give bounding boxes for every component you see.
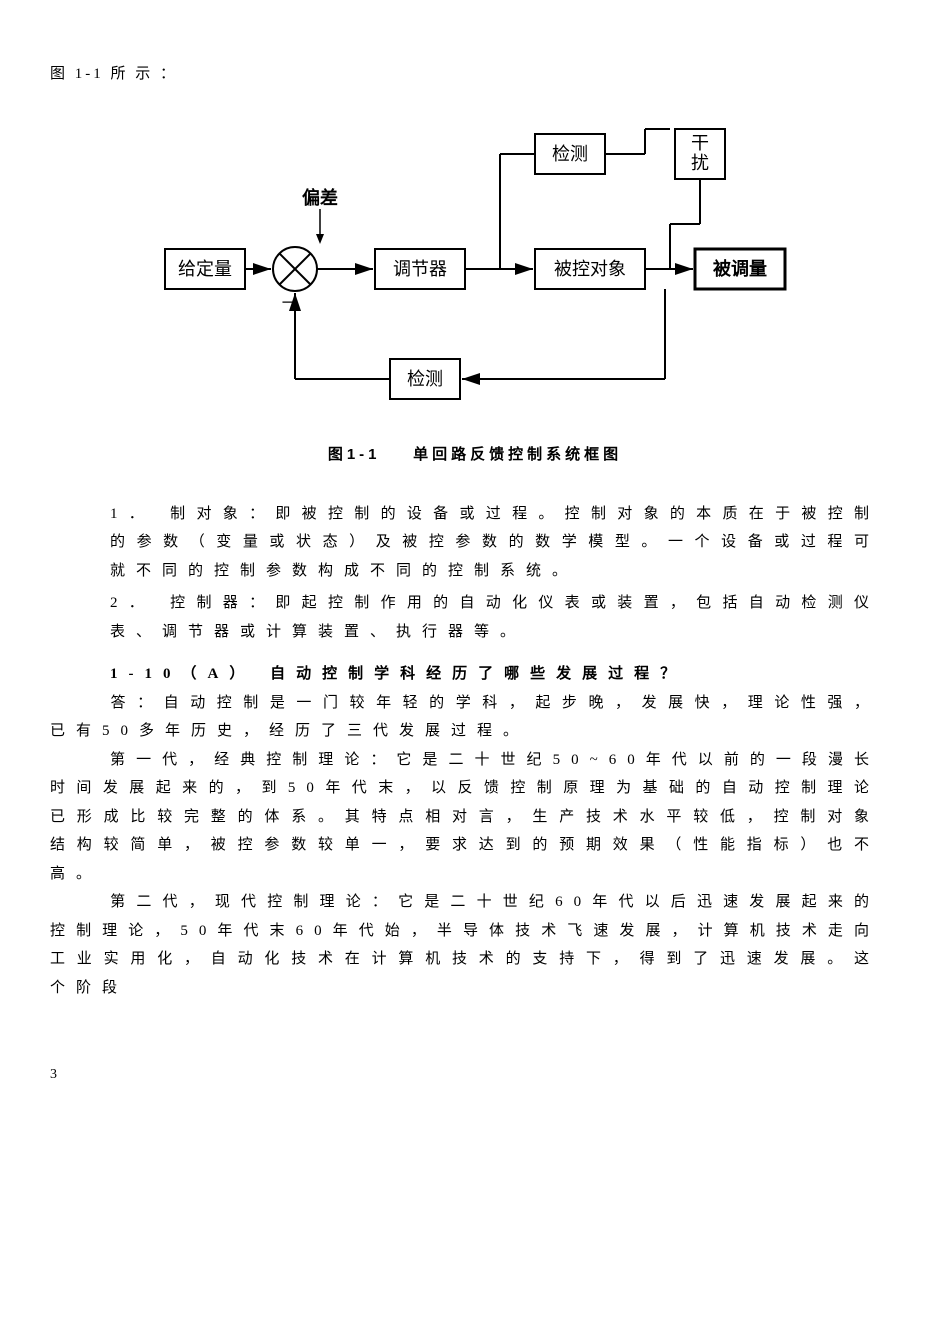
generation-1-paragraph: 第一代，经典控制理论：它是二十世纪50~60年代以前的一段漫长时间发展起来的，到… bbox=[50, 746, 900, 889]
list-text: 制对象：即被控制的设备或过程。控制对象的本质在于被控制的参数（变量或状态）及被控… bbox=[110, 506, 880, 579]
figure-ref-line: 图 1-1 所 示 ： bbox=[50, 60, 900, 89]
answer-paragraph: 答：自动控制是一门较年轻的学科，起步晚，发展快，理论性强，已有50多年历史，经历… bbox=[50, 689, 900, 746]
caption-prefix: 图1-1 bbox=[328, 446, 381, 463]
list-item: 2． 控制器：即起控制作用的自动化仪表或装置，包括自动检测仪表、调节器或计算装置… bbox=[110, 589, 880, 646]
enumerated-list: 1． 制对象：即被控制的设备或过程。控制对象的本质在于被控制的参数（变量或状态）… bbox=[50, 500, 900, 647]
page-number: 3 bbox=[50, 1062, 900, 1089]
list-num: 2． bbox=[110, 595, 155, 611]
list-text: 控制器：即起控制作用的自动化仪表或装置，包括自动检测仪表、调节器或计算装置、执行… bbox=[110, 595, 880, 640]
node-detect-bottom-label: 检测 bbox=[407, 369, 443, 389]
node-regulator-label: 调节器 bbox=[393, 259, 447, 279]
node-disturb-label1: 干 bbox=[691, 133, 709, 153]
diagram-caption: 图1-1 单回路反馈控制系统框图 bbox=[50, 441, 900, 470]
question-line: 1-10（A） 自动控制学科经历了哪些发展过程？ bbox=[50, 660, 900, 689]
caption-text: 单回路反馈控制系统框图 bbox=[413, 446, 622, 463]
gen1-text: 第一代，经典控制理论：它是二十世纪50~60年代以前的一段漫长时间发展起来的，到… bbox=[50, 752, 880, 882]
diagram-container: 给定量 偏差 － 调节器 被控对象 被调量 检测 干 扰 bbox=[50, 109, 900, 470]
list-item: 1． 制对象：即被控制的设备或过程。控制对象的本质在于被控制的参数（变量或状态）… bbox=[110, 500, 880, 586]
list-num: 1． bbox=[110, 506, 155, 522]
node-output-label: 被调量 bbox=[713, 258, 767, 279]
answer-text: 答：自动控制是一门较年轻的学科，起步晚，发展快，理论性强，已有50多年历史，经历… bbox=[50, 695, 880, 740]
node-given-label: 给定量 bbox=[178, 259, 232, 279]
block-diagram: 给定量 偏差 － 调节器 被控对象 被调量 检测 干 扰 bbox=[145, 109, 805, 419]
node-disturb-label2: 扰 bbox=[691, 153, 709, 173]
generation-2-paragraph: 第二代，现代控制理论：它是二十世纪60年代以后迅速发展起来的控制理论，50年代末… bbox=[50, 888, 900, 1002]
gen2-text: 第二代，现代控制理论：它是二十世纪60年代以后迅速发展起来的控制理论，50年代末… bbox=[50, 894, 880, 996]
node-plant-label: 被控对象 bbox=[554, 259, 626, 279]
bias-label: 偏差 bbox=[302, 187, 338, 208]
question-text: 自动控制学科经历了哪些发展过程？ bbox=[270, 666, 686, 682]
node-detect-top-label: 检测 bbox=[552, 144, 588, 164]
question-number: 1-10（A） bbox=[110, 666, 255, 682]
